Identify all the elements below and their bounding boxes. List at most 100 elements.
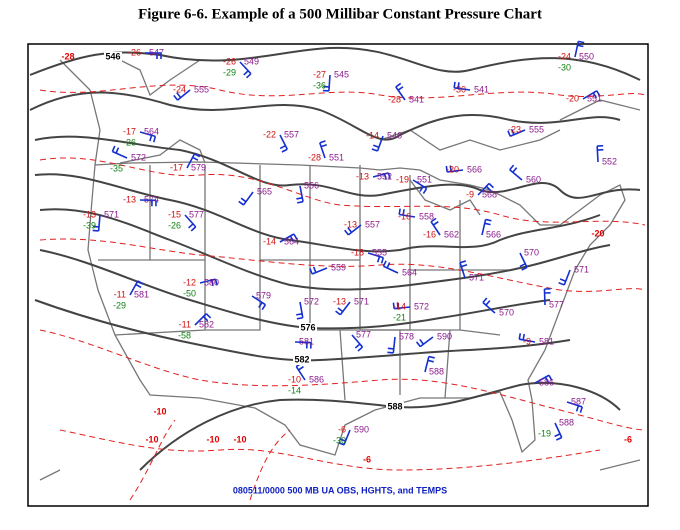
barb-flag: [578, 40, 585, 44]
barb-flag: [289, 235, 295, 242]
station-height: 586: [309, 374, 324, 384]
barb-staff: [194, 313, 207, 326]
station-height: 566: [467, 164, 482, 174]
barb-flag: [296, 313, 303, 316]
barb-flag: [485, 300, 491, 306]
map-frame: [27, 43, 649, 507]
station-height: 555: [194, 84, 209, 94]
station-temp: -6: [338, 424, 346, 434]
station-height: 572: [414, 301, 429, 311]
barb-flag: [214, 278, 218, 286]
barb-flag: [281, 148, 288, 153]
station-height: 581: [299, 336, 314, 346]
barb-flag: [296, 316, 303, 320]
barb-flag: [422, 188, 428, 194]
contour-label: 546: [105, 51, 120, 61]
barb-flag: [173, 94, 179, 101]
station-temp: -26: [128, 47, 141, 57]
station-height: 588: [429, 366, 444, 376]
barb-flag: [428, 355, 435, 359]
station-height: 572: [131, 152, 146, 162]
barb-flag: [338, 441, 345, 446]
barb-flag: [293, 233, 298, 240]
barb-staff: [459, 262, 466, 279]
barb-flag: [297, 200, 304, 204]
barb-staff: [419, 336, 434, 348]
barb-flag: [558, 282, 565, 286]
barb-flag: [202, 315, 209, 322]
station-temp: -24: [173, 84, 186, 94]
station-height: 580: [204, 277, 219, 287]
barb-flag: [339, 438, 346, 442]
station-height: 556: [304, 180, 319, 190]
station-height: 588: [559, 417, 574, 427]
barb-flag: [319, 140, 326, 144]
barb-staff: [184, 214, 197, 228]
barb-flag: [518, 333, 522, 340]
barb-flag: [512, 167, 518, 173]
barb-staff: [430, 221, 441, 236]
station-temp: -13: [344, 219, 357, 229]
barb-staff: [482, 301, 496, 314]
barb-flag: [419, 338, 425, 345]
station-temp: -28: [388, 94, 401, 104]
wind-barbs: [92, 40, 604, 446]
station-temp: -26: [223, 56, 236, 66]
barb-staff: [328, 74, 331, 92]
station-height: 590: [437, 331, 452, 341]
contour-label-bg: [293, 355, 311, 365]
station-temp: -13: [123, 194, 136, 204]
station-height: 571: [354, 296, 369, 306]
barb-flag: [453, 81, 456, 88]
station-temp: -19: [396, 174, 409, 184]
station-dewpoint: -39: [83, 220, 96, 230]
barb-flag: [309, 268, 313, 275]
contour-label-bg: [299, 323, 317, 333]
barb-flag: [386, 262, 391, 269]
station-height: 551: [329, 152, 344, 162]
station-height: 586: [539, 377, 554, 387]
station-dewpoint: -30: [333, 435, 346, 445]
barb-flag: [176, 92, 182, 99]
station-height: 590: [354, 424, 369, 434]
barb-staff: [574, 41, 580, 58]
station-height: 565: [257, 186, 272, 196]
barb-flag: [510, 128, 515, 136]
barb-flag: [544, 376, 550, 383]
isotherm-label: -10: [153, 406, 166, 416]
station-height: 555: [529, 124, 544, 134]
barb-flag: [382, 260, 387, 267]
station-dewpoint: -30: [558, 62, 571, 72]
barb-flag: [579, 406, 583, 413]
barb-flag: [312, 266, 317, 273]
station-height: 559: [331, 262, 346, 272]
station-temp: -18: [351, 247, 364, 257]
barb-flag: [449, 165, 452, 172]
barb-staff: [543, 288, 546, 306]
barb-flag: [577, 44, 584, 48]
contour-label-bg: [386, 402, 404, 412]
isotherm-label: -28: [61, 51, 74, 61]
station-height: 582: [199, 319, 214, 329]
barb-flag: [347, 227, 353, 233]
station-height: 577: [549, 299, 564, 309]
barb-flag: [240, 197, 247, 203]
barb-flag: [427, 359, 434, 363]
station-dewpoint: -50: [183, 288, 196, 298]
station-temp: -28: [308, 152, 321, 162]
barb-flag: [344, 229, 350, 236]
barb-staff: [554, 422, 563, 438]
station-temp: -13: [333, 296, 346, 306]
station-temp: -23: [508, 124, 521, 134]
isotherm-label: -6: [363, 454, 371, 464]
barb-staff: [112, 150, 128, 159]
barb-flag: [461, 263, 468, 268]
station-dewpoint: -35: [110, 163, 123, 173]
station-height: 564: [402, 267, 417, 277]
barb-flag: [575, 405, 580, 412]
barb-flag: [320, 143, 328, 148]
station-temp: -14: [366, 130, 379, 140]
station-temp: -30: [453, 84, 466, 94]
barb-flag: [548, 374, 553, 381]
